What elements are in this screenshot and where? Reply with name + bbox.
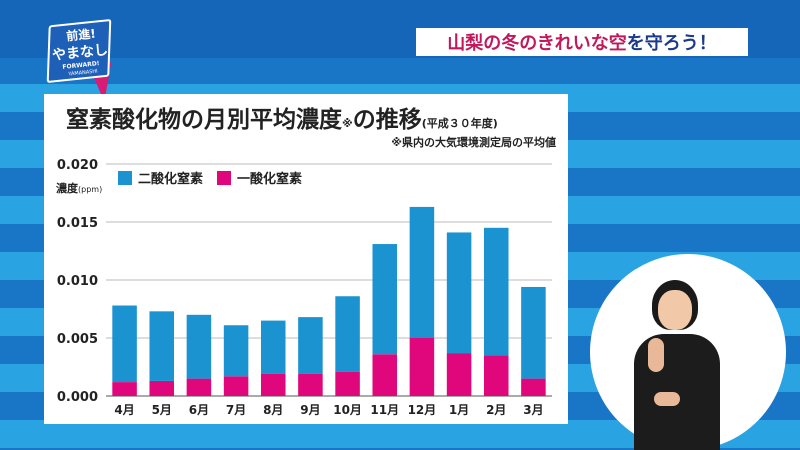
x-tick-label: 11月 <box>370 403 399 417</box>
x-tick-label: 5月 <box>152 403 172 417</box>
chart-title-main: 窒素酸化物の月別平均濃度 <box>66 107 342 133</box>
headline-banner: 山梨の冬のきれいな空 を守ろう！ <box>414 26 750 58</box>
legend-item-no: 一酸化窒素 <box>217 168 302 187</box>
chart-subtitle: ※県内の大気環境測定局の平均値 <box>391 136 556 149</box>
bar-no2 <box>521 286 546 379</box>
chart-title-year: (平成３０年度) <box>421 117 498 130</box>
bar-no <box>298 373 323 396</box>
chart-legend: 二酸化窒素 一酸化窒素 <box>118 168 302 187</box>
bar-no2 <box>483 227 509 356</box>
y-tick-label: 0.015 <box>57 216 98 231</box>
bar-no2 <box>298 317 323 374</box>
bar-no <box>260 373 286 396</box>
y-tick-label: 0.010 <box>57 274 98 289</box>
chart-title-suffix: の推移 <box>352 107 422 133</box>
bar-no <box>372 354 398 396</box>
bar-no2 <box>372 244 398 355</box>
interpreter-hand <box>648 338 664 372</box>
bar-no <box>112 382 137 396</box>
interpreter-face <box>658 290 692 330</box>
chart-title-note: ※ <box>342 117 353 130</box>
bar-no <box>409 338 435 396</box>
bar-no2 <box>260 320 286 374</box>
x-tick-label: 6月 <box>189 403 209 417</box>
chart-panel: 窒素酸化物の月別平均濃度※の推移(平成３０年度) ※県内の大気環境測定局の平均値… <box>44 94 568 424</box>
bar-no2 <box>409 206 435 338</box>
bar-no <box>149 380 175 396</box>
interpreter-hand-lower <box>654 392 680 406</box>
bar-no2 <box>223 325 249 377</box>
bar-no <box>223 376 249 396</box>
y-axis-label: 濃度(ppm) <box>56 180 102 196</box>
x-tick-label: 1月 <box>449 403 469 417</box>
legend-swatch-no <box>217 170 232 185</box>
banner-rest: を守ろう！ <box>626 33 717 54</box>
x-tick-label: 12月 <box>408 403 437 417</box>
x-tick-label: 10月 <box>333 403 362 417</box>
y-tick-label: 0.005 <box>57 332 98 347</box>
chart-svg: 0.000 0.005 0.010 0.015 0.020 4月 5月 6月 7月 8月 9月 10月… <box>57 158 552 417</box>
bar-no2 <box>149 311 175 381</box>
bar-no2 <box>112 305 137 383</box>
legend-item-no2: 二酸化窒素 <box>118 168 203 187</box>
bar-no2 <box>186 314 212 379</box>
bar-no <box>521 378 546 396</box>
bar-no <box>186 378 212 396</box>
x-tick-label: 4月 <box>114 403 134 417</box>
chart-title: 窒素酸化物の月別平均濃度※の推移(平成３０年度) <box>66 100 498 134</box>
legend-swatch-no2 <box>118 170 132 185</box>
legend-label-no: 一酸化窒素 <box>237 172 303 187</box>
bar-no <box>446 353 472 396</box>
bar-no2 <box>446 232 472 354</box>
x-tick-label: 2月 <box>486 403 506 417</box>
y-tick-label: 0.020 <box>57 158 98 173</box>
y-tick-label: 0.000 <box>57 390 98 405</box>
x-tick-label: 3月 <box>523 403 543 417</box>
interpreter-body <box>634 334 720 450</box>
y-axis-label-text: 濃度 <box>56 182 78 195</box>
x-tick-label: 8月 <box>263 403 283 417</box>
banner-highlight: 山梨の冬のきれいな空 <box>447 33 627 54</box>
bar-no <box>335 371 360 396</box>
y-axis-unit: (ppm) <box>78 185 103 194</box>
x-tick-label: 9月 <box>300 403 320 417</box>
sign-language-interpreter <box>630 280 730 450</box>
bar-no2 <box>335 296 360 372</box>
legend-label-no2: 二酸化窒素 <box>138 172 204 187</box>
bar-no <box>483 355 509 396</box>
x-tick-label: 7月 <box>226 403 246 417</box>
program-logo: 前進! やまなし FORWARD! YAMANASHI <box>44 18 122 102</box>
